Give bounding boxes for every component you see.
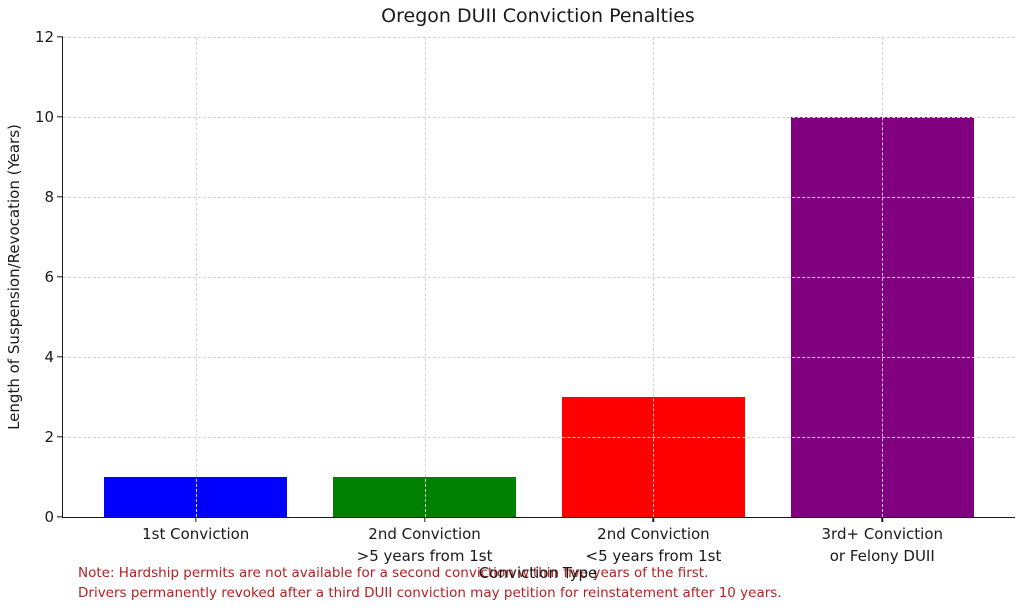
y-tick-mark <box>57 116 63 118</box>
y-tick-label: 10 <box>34 107 54 126</box>
bar-4 <box>790 117 974 517</box>
gridline-horizontal <box>63 37 1015 38</box>
y-tick-label: 6 <box>44 268 54 286</box>
gridline-vertical <box>195 37 197 517</box>
gridline-horizontal <box>63 277 1015 278</box>
x-tick-label: 3rd+ Conviction or Felony DUII <box>821 525 944 565</box>
y-tick-mark <box>57 36 63 38</box>
y-tick-mark <box>57 516 63 518</box>
y-tick-label: 12 <box>34 28 54 46</box>
gridline-vertical <box>882 37 884 517</box>
x-tick-mark <box>195 517 197 522</box>
chart-title: Oregon DUII Conviction Penalties <box>381 5 695 27</box>
x-tick-mark <box>881 517 883 522</box>
y-tick-label: 0 <box>44 508 54 526</box>
y-tick-label: 4 <box>44 347 54 366</box>
x-tick-mark <box>423 517 426 522</box>
gridline-horizontal <box>63 116 1015 118</box>
gridline-horizontal <box>63 356 1015 358</box>
x-tick-label: 2nd Conviction >5 years from 1st <box>356 525 493 565</box>
gridline-horizontal <box>63 196 1015 198</box>
plot-area: 0 2 4 6 8 10 12 1st Conviction 2nd Conviction >5… <box>35 28 1015 565</box>
y-tick-mark <box>57 276 63 278</box>
y-tick-label: 8 <box>44 187 54 206</box>
x-tick-label: 2nd Conviction <5 years from 1st <box>585 525 722 565</box>
gridline-vertical <box>424 37 426 517</box>
x-axis-label: Conviction Type <box>478 564 598 582</box>
y-tick-mark <box>57 356 63 358</box>
gridline-vertical <box>653 37 655 517</box>
x-tick-label: 1st Conviction <box>142 525 250 543</box>
y-axis-label: Length of Suspension/Revocation (Years) <box>5 124 23 430</box>
x-tick-mark <box>652 517 655 522</box>
gridline-horizontal <box>63 437 1015 438</box>
y-tick-mark <box>57 436 63 438</box>
y-tick-label: 2 <box>44 428 54 446</box>
footnote-line-2: Drivers permanently revoked after a thir… <box>78 585 782 601</box>
y-tick-mark <box>57 196 63 198</box>
footnote-line-1: Note: Hardship permits are not available… <box>78 565 709 581</box>
bar-3 <box>561 397 745 517</box>
